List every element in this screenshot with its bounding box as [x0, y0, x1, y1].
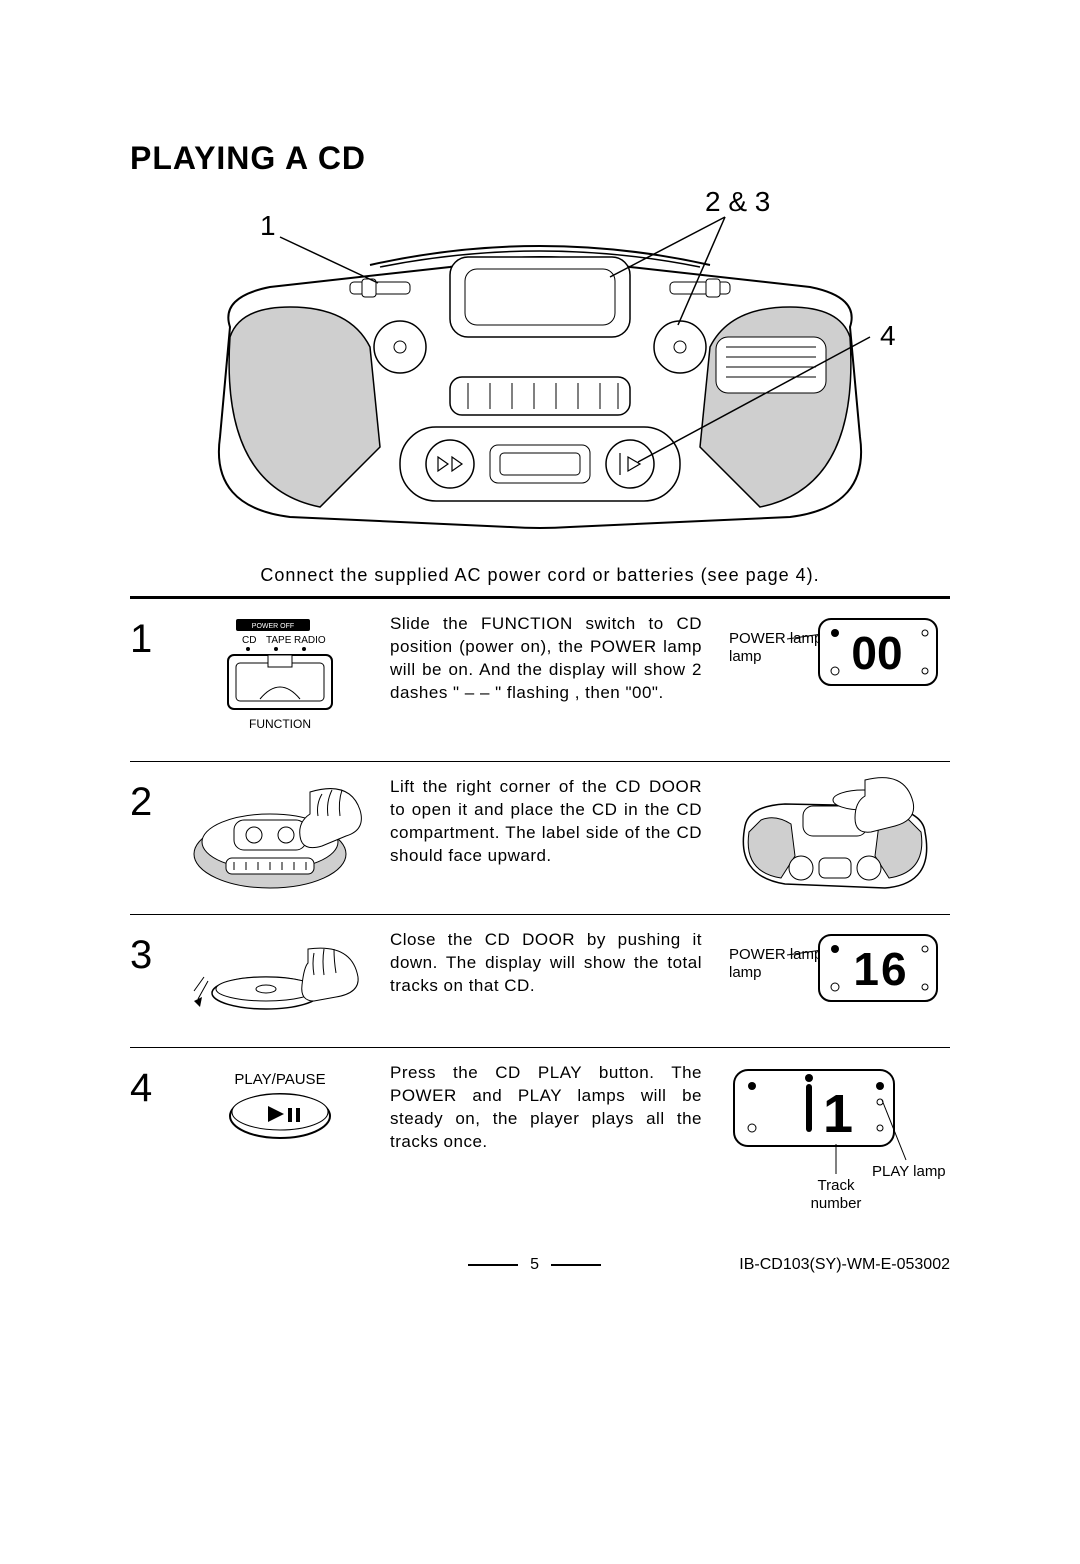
- svg-text:lamp: lamp: [729, 648, 762, 665]
- step-right-illustration: 1 PLAY lamp Track number: [720, 1062, 950, 1232]
- svg-text:PLAY/PAUSE: PLAY/PAUSE: [234, 1071, 325, 1088]
- step-left-illustration: [180, 929, 380, 1029]
- svg-text:PLAY lamp: PLAY lamp: [872, 1163, 946, 1180]
- svg-text:CD: CD: [242, 635, 256, 646]
- step-left-illustration: [180, 776, 380, 896]
- svg-text:TAPE: TAPE: [266, 635, 292, 646]
- page-title: PLAYING A CD: [130, 140, 950, 177]
- step-number: 1: [130, 613, 180, 659]
- svg-text:POWER OFF: POWER OFF: [252, 623, 294, 630]
- svg-text:POWER lamp: POWER lamp: [729, 630, 822, 647]
- svg-text:16: 16: [853, 943, 908, 995]
- callout-2-3: 2 & 3: [705, 187, 770, 217]
- step-row: 2 Lift the right corner of the CD DOOR t…: [130, 762, 950, 915]
- step-row: 3 Close the CD DOOR by pushing it down. …: [130, 915, 950, 1048]
- step-left-illustration: POWER OFF CD TAPE RADIO FUNCTION: [180, 613, 380, 743]
- svg-text:Track: Track: [818, 1177, 855, 1194]
- svg-text:00: 00: [851, 627, 902, 679]
- page-number: 5: [330, 1256, 739, 1274]
- step-text: Lift the right corner of the CD DOOR to …: [380, 776, 720, 868]
- step-row: 4 PLAY/PAUSE Press the CD PLAY button. T…: [130, 1048, 950, 1250]
- svg-text:FUNCTION: FUNCTION: [249, 717, 311, 731]
- doc-id: IB-CD103(SY)-WM-E-053002: [739, 1256, 950, 1274]
- svg-text:POWER lamp: POWER lamp: [729, 946, 822, 963]
- callout-4: 4: [880, 320, 896, 351]
- step-right-illustration: POWER lamp lamp 16: [720, 929, 950, 1019]
- intro-text: Connect the supplied AC power cord or ba…: [130, 565, 950, 586]
- svg-text:number: number: [811, 1195, 862, 1212]
- manual-page: PLAYING A CD: [0, 0, 1080, 1564]
- boombox-illustration: 1 2 & 3 4: [150, 187, 930, 547]
- svg-text:1: 1: [823, 1084, 853, 1144]
- step-row: 1 POWER OFF CD TAPE RADIO FUNCTION Slide…: [130, 599, 950, 762]
- step-text: Close the CD DOOR by pushing it down. Th…: [380, 929, 720, 998]
- hero-diagram: 1 2 & 3 4: [130, 187, 950, 547]
- page-footer: 5 IB-CD103(SY)-WM-E-053002: [130, 1256, 950, 1274]
- step-number: 4: [130, 1062, 180, 1108]
- svg-text:RADIO: RADIO: [294, 635, 326, 646]
- step-number: 2: [130, 776, 180, 822]
- step-number: 3: [130, 929, 180, 975]
- step-right-illustration: POWER lamp lamp 00: [720, 613, 950, 703]
- step-text: Press the CD PLAY button. The POWER and …: [380, 1062, 720, 1154]
- step-text: Slide the FUNCTION switch to CD position…: [380, 613, 720, 705]
- step-right-illustration: [720, 776, 950, 896]
- step-left-illustration: PLAY/PAUSE: [180, 1062, 380, 1162]
- callout-1: 1: [260, 210, 276, 241]
- steps-list: 1 POWER OFF CD TAPE RADIO FUNCTION Slide…: [130, 599, 950, 1250]
- svg-text:lamp: lamp: [729, 964, 762, 981]
